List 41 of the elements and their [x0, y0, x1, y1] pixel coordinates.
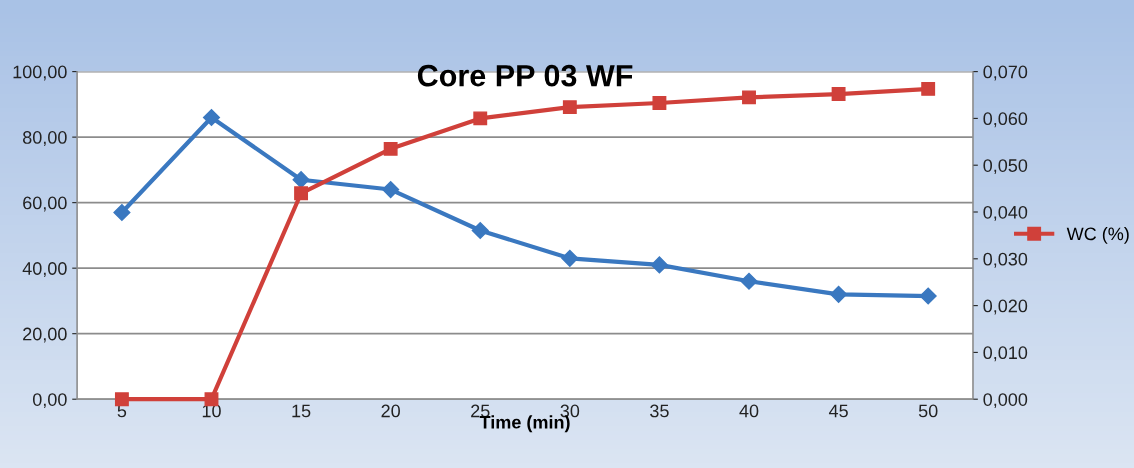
y2-tick-label: 0,020	[983, 299, 1028, 315]
point	[561, 249, 579, 267]
x-tick-label: 45	[828, 404, 848, 418]
x-tick-label: 15	[292, 404, 311, 418]
y2-tick-label: 0,060	[983, 112, 1028, 128]
x-tick-label: 40	[739, 404, 759, 418]
y2-tick-label: 0,050	[983, 159, 1028, 175]
point	[113, 203, 131, 222]
point	[114, 392, 129, 407]
y-tick-label: 60,00	[23, 196, 67, 212]
point	[202, 108, 221, 127]
point	[292, 171, 310, 189]
y2-tick-label: 0,040	[983, 205, 1028, 221]
x-tick-label: 35	[650, 404, 669, 418]
point	[294, 186, 309, 201]
point	[921, 81, 936, 96]
point	[382, 180, 400, 199]
y-tick-label: 20,00	[23, 327, 67, 343]
y-tick-label: 100,00	[13, 65, 67, 81]
y2-tick-label: 0,070	[983, 65, 1028, 81]
point	[919, 287, 937, 305]
y-tick-label: 40,00	[22, 262, 67, 278]
x-tick-label: 20	[381, 404, 400, 418]
chart-title: Core PP 03 WF	[417, 64, 633, 87]
y2-tick-label: 0,000	[983, 393, 1028, 409]
point	[562, 100, 577, 115]
legend-label: WC (%)	[1066, 226, 1129, 244]
point	[383, 141, 398, 156]
point	[740, 272, 758, 290]
x-tick-label: 50	[918, 404, 938, 418]
y-tick-label: 80,00	[23, 131, 67, 146]
y2-tick-label: 0,030	[983, 252, 1028, 268]
point	[473, 111, 488, 126]
point	[742, 90, 756, 105]
point	[652, 96, 667, 110]
point	[650, 256, 668, 274]
y2-tick-label: 0,010	[983, 346, 1028, 362]
point	[830, 285, 848, 303]
point	[831, 87, 846, 102]
y-tick-label: 0,00	[32, 393, 67, 409]
point	[471, 221, 489, 240]
